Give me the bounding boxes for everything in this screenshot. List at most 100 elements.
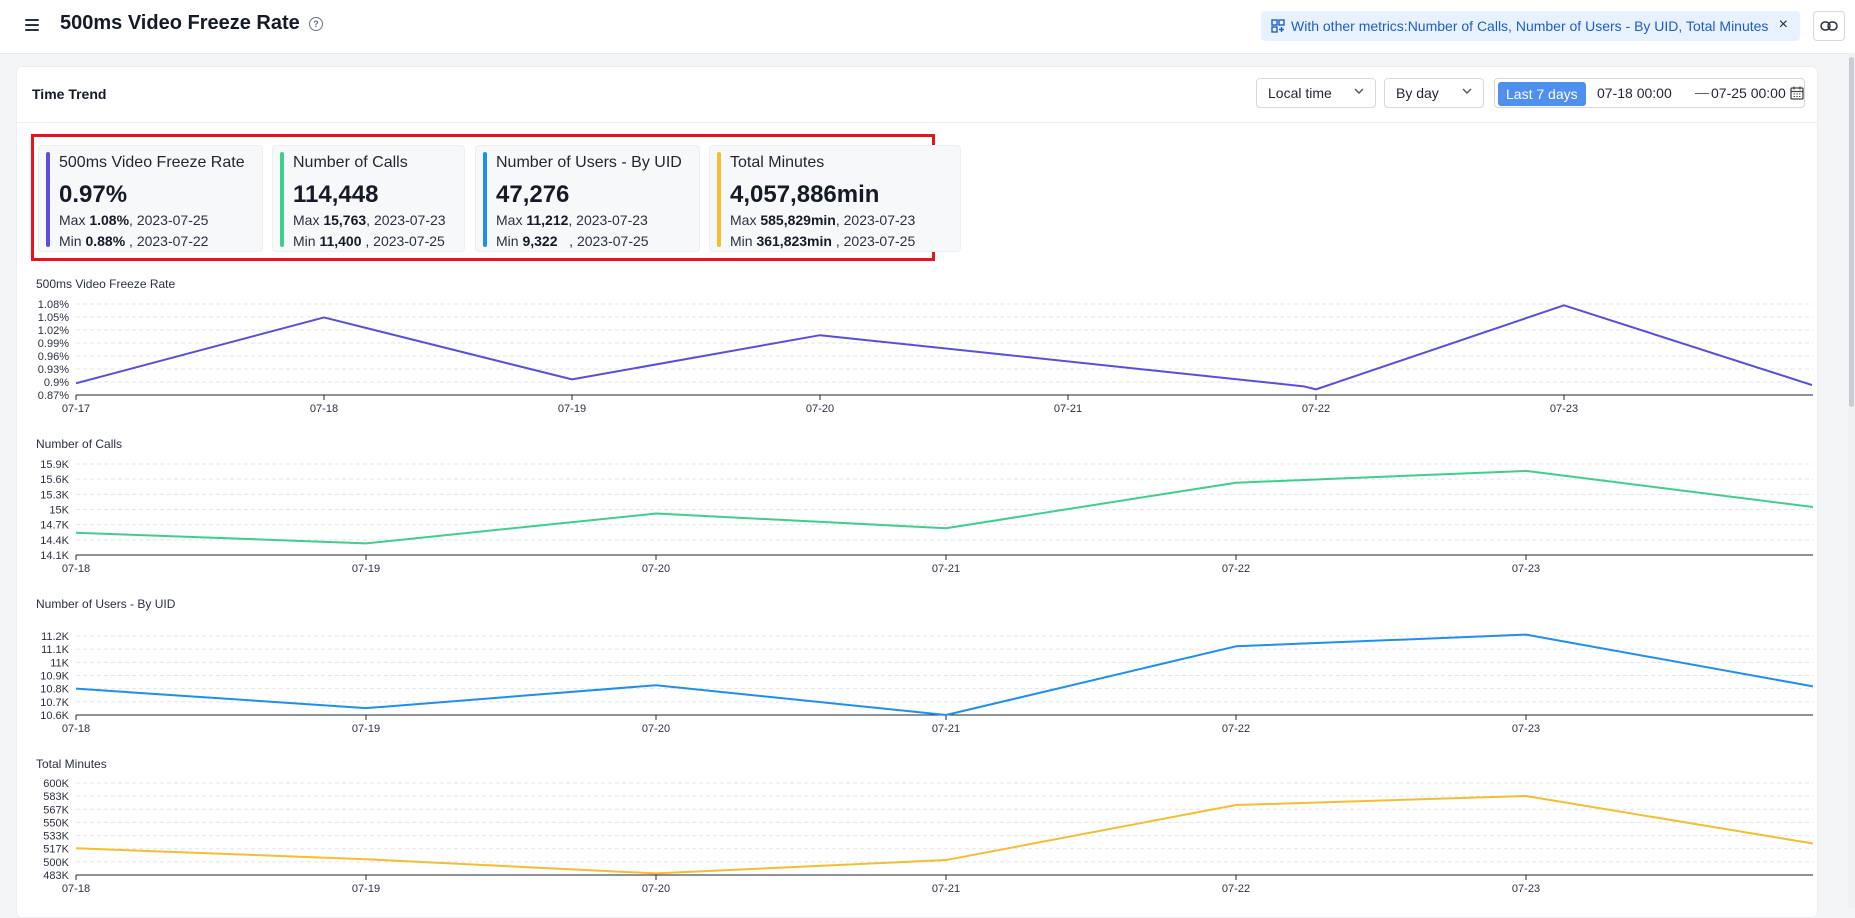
y-tick-label: 15.9K	[40, 459, 69, 471]
y-tick-label: 1.08%	[38, 299, 69, 311]
metrics-grid-icon	[1271, 19, 1285, 33]
y-tick-label: 15.3K	[40, 489, 69, 501]
stat-min: Min 0.88% , 2023-07-22	[59, 233, 209, 249]
banner-text: With other metrics:Number of Calls, Numb…	[1291, 18, 1769, 34]
link-icon	[1820, 21, 1838, 31]
other-metrics-banner: With other metrics:Number of Calls, Numb…	[1261, 11, 1800, 41]
stat-name: Number of Users - By UID	[496, 154, 682, 171]
close-icon[interactable]: ×	[1778, 16, 1788, 33]
x-tick-label: 07-22	[1222, 883, 1250, 895]
x-tick-label: 07-23	[1512, 723, 1540, 735]
y-tick-label: 15K	[49, 505, 69, 517]
x-tick-label: 07-20	[642, 723, 670, 735]
stat-card-minutes[interactable]: Total Minutes 4,057,886min Max 585,829mi…	[709, 145, 961, 252]
x-tick-label: 07-20	[642, 883, 670, 895]
stat-name: Total Minutes	[730, 154, 825, 171]
stat-card-calls[interactable]: Number of Calls 114,448 Max 15,763, 2023…	[272, 145, 465, 252]
page-scrollbar[interactable]	[1848, 53, 1855, 908]
stat-max: Max 1.08%, 2023-07-25	[59, 212, 209, 228]
granularity-value: By day	[1396, 85, 1439, 101]
stat-value: 47,276	[496, 181, 570, 208]
stat-name: 500ms Video Freeze Rate	[59, 154, 245, 171]
x-tick-label: 07-22	[1222, 723, 1250, 735]
y-tick-label: 15.6K	[40, 474, 69, 486]
x-tick-label: 07-21	[932, 883, 960, 895]
card-divider	[17, 122, 1817, 123]
y-tick-label: 11.1K	[41, 644, 70, 656]
series-line	[75, 469, 1814, 545]
y-tick-label: 500K	[43, 857, 69, 869]
series-color-bar	[483, 152, 487, 247]
x-tick-label: 07-17	[62, 403, 90, 415]
y-tick-label: 10.6K	[40, 710, 69, 722]
y-tick-label: 11.2K	[41, 631, 70, 643]
x-tick-label: 07-20	[806, 403, 834, 415]
date-range-picker[interactable]: Last 7 days 07-18 00:00 — 07-25 00:00	[1494, 78, 1805, 108]
page-title: 500ms Video Freeze Rate	[60, 12, 300, 34]
y-tick-label: 0.93%	[38, 364, 69, 376]
chart-title: Number of Users - By UID	[36, 597, 176, 611]
stat-value: 0.97%	[59, 181, 128, 208]
menu-icon[interactable]	[24, 17, 40, 33]
chart-title: Number of Calls	[36, 437, 122, 451]
trend-charts: 500ms Video Freeze Rate0.87%0.9%0.93%0.9…	[36, 277, 1814, 895]
stat-max: Max 585,829min, 2023-07-23	[730, 212, 916, 228]
stat-value: 114,448	[293, 181, 379, 208]
y-tick-label: 14.1K	[40, 550, 69, 562]
x-tick-label: 07-21	[932, 563, 960, 575]
chevron-down-icon	[1462, 88, 1472, 94]
y-tick-label: 483K	[43, 870, 69, 882]
y-tick-label: 10.7K	[40, 697, 69, 709]
x-tick-label: 07-22	[1222, 563, 1250, 575]
chart-title: Total Minutes	[36, 757, 107, 771]
granularity-select[interactable]: By day	[1384, 78, 1484, 108]
series-color-bar	[280, 152, 284, 247]
calendar-icon[interactable]	[1790, 86, 1804, 100]
x-tick-label: 07-20	[642, 563, 670, 575]
x-tick-label: 07-18	[62, 723, 90, 735]
stat-card-users[interactable]: Number of Users - By UID 47,276 Max 11,2…	[475, 145, 700, 252]
x-tick-label: 07-19	[352, 883, 380, 895]
x-tick-label: 07-18	[62, 563, 90, 575]
x-tick-label: 07-22	[1302, 403, 1330, 415]
range-end-input[interactable]: 07-25 00:00	[1711, 85, 1786, 101]
y-tick-label: 14.4K	[40, 535, 69, 547]
range-start-input[interactable]: 07-18 00:00	[1597, 85, 1672, 101]
help-icon[interactable]: ?	[309, 17, 323, 31]
y-tick-label: 10.8K	[40, 684, 69, 696]
stat-max: Max 11,212, 2023-07-23	[496, 212, 648, 228]
y-tick-label: 583K	[43, 791, 69, 803]
x-tick-label: 07-23	[1512, 563, 1540, 575]
preset-last-7-days-button[interactable]: Last 7 days	[1498, 82, 1586, 106]
x-tick-label: 07-19	[352, 723, 380, 735]
x-tick-label: 07-23	[1550, 403, 1578, 415]
timezone-value: Local time	[1268, 85, 1332, 101]
stat-min: Min 11,400 , 2023-07-25	[293, 233, 445, 249]
x-tick-label: 07-21	[1054, 403, 1082, 415]
x-tick-label: 07-19	[352, 563, 380, 575]
y-tick-label: 0.96%	[38, 351, 69, 363]
y-tick-label: 14.7K	[40, 520, 69, 532]
y-tick-label: 10.9K	[40, 671, 69, 683]
stat-max: Max 15,763, 2023-07-23	[293, 212, 446, 228]
y-tick-label: 517K	[43, 844, 69, 856]
timezone-select[interactable]: Local time	[1256, 78, 1376, 108]
y-tick-label: 1.05%	[38, 312, 69, 324]
y-tick-label: 533K	[43, 831, 69, 843]
series-color-bar	[46, 152, 50, 247]
range-separator: —	[1695, 84, 1709, 100]
top-bar: 500ms Video Freeze Rate ? With other met…	[0, 0, 1855, 54]
chart-title: 500ms Video Freeze Rate	[36, 277, 176, 291]
chevron-down-icon	[1354, 88, 1364, 94]
x-tick-label: 07-21	[932, 723, 960, 735]
scrollbar-thumb[interactable]	[1849, 57, 1854, 407]
x-tick-label: 07-18	[62, 883, 90, 895]
series-line	[75, 794, 1814, 875]
y-tick-label: 0.87%	[38, 390, 69, 402]
stat-card-freeze-rate[interactable]: 500ms Video Freeze Rate 0.97% Max 1.08%,…	[38, 145, 263, 252]
y-tick-label: 567K	[43, 804, 69, 816]
copy-link-button[interactable]	[1813, 11, 1845, 41]
y-tick-label: 550K	[43, 817, 69, 829]
y-tick-label: 11K	[50, 657, 69, 669]
metric-summary-highlight: 500ms Video Freeze Rate 0.97% Max 1.08%,…	[31, 134, 961, 261]
